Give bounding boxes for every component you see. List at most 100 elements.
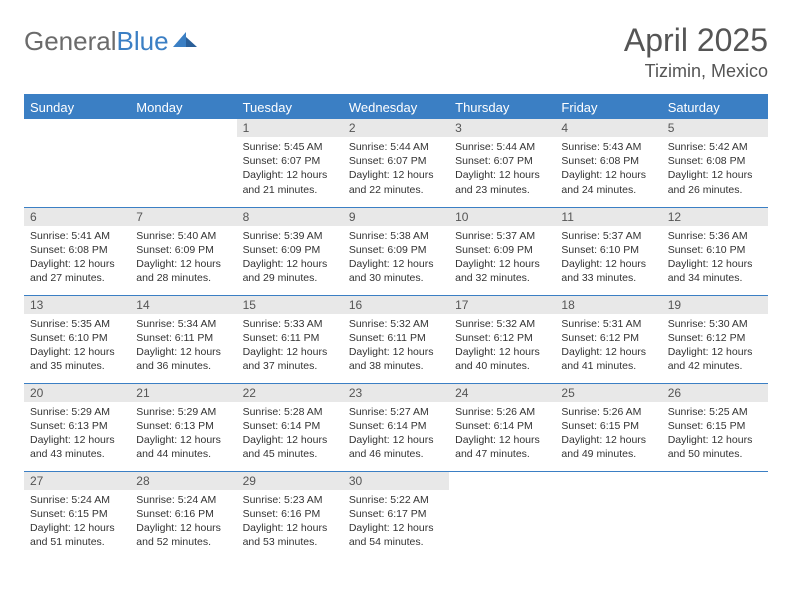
day-details: Sunrise: 5:32 AMSunset: 6:11 PMDaylight:… (343, 314, 449, 377)
daylight-line: Daylight: 12 hours and 53 minutes. (243, 521, 337, 549)
day-number: 17 (449, 296, 555, 314)
sunset-line: Sunset: 6:08 PM (30, 243, 124, 257)
day-number: 26 (662, 384, 768, 402)
calendar-day-cell: 3Sunrise: 5:44 AMSunset: 6:07 PMDaylight… (449, 119, 555, 207)
daylight-line: Daylight: 12 hours and 32 minutes. (455, 257, 549, 285)
day-number: 5 (662, 119, 768, 137)
day-details: Sunrise: 5:28 AMSunset: 6:14 PMDaylight:… (237, 402, 343, 465)
weekday-header: Thursday (449, 95, 555, 119)
day-details: Sunrise: 5:35 AMSunset: 6:10 PMDaylight:… (24, 314, 130, 377)
sunrise-line: Sunrise: 5:39 AM (243, 229, 337, 243)
day-number: 16 (343, 296, 449, 314)
calendar-day-cell (662, 471, 768, 559)
day-number: 22 (237, 384, 343, 402)
sunset-line: Sunset: 6:12 PM (455, 331, 549, 345)
day-details: Sunrise: 5:27 AMSunset: 6:14 PMDaylight:… (343, 402, 449, 465)
sunset-line: Sunset: 6:09 PM (455, 243, 549, 257)
day-details: Sunrise: 5:44 AMSunset: 6:07 PMDaylight:… (343, 137, 449, 200)
logo: GeneralBlue (24, 26, 199, 57)
calendar-day-cell: 17Sunrise: 5:32 AMSunset: 6:12 PMDayligh… (449, 295, 555, 383)
day-number: 8 (237, 208, 343, 226)
calendar-day-cell: 29Sunrise: 5:23 AMSunset: 6:16 PMDayligh… (237, 471, 343, 559)
day-number: 29 (237, 472, 343, 490)
calendar-day-cell: 26Sunrise: 5:25 AMSunset: 6:15 PMDayligh… (662, 383, 768, 471)
sunrise-line: Sunrise: 5:40 AM (136, 229, 230, 243)
day-number: 10 (449, 208, 555, 226)
calendar-day-cell: 27Sunrise: 5:24 AMSunset: 6:15 PMDayligh… (24, 471, 130, 559)
day-number: 9 (343, 208, 449, 226)
sunset-line: Sunset: 6:08 PM (561, 154, 655, 168)
sunrise-line: Sunrise: 5:41 AM (30, 229, 124, 243)
day-details: Sunrise: 5:33 AMSunset: 6:11 PMDaylight:… (237, 314, 343, 377)
calendar-week-row: 13Sunrise: 5:35 AMSunset: 6:10 PMDayligh… (24, 295, 768, 383)
sunrise-line: Sunrise: 5:24 AM (30, 493, 124, 507)
sunrise-line: Sunrise: 5:29 AM (136, 405, 230, 419)
day-details: Sunrise: 5:39 AMSunset: 6:09 PMDaylight:… (237, 226, 343, 289)
daylight-line: Daylight: 12 hours and 47 minutes. (455, 433, 549, 461)
day-number: 7 (130, 208, 236, 226)
sunset-line: Sunset: 6:14 PM (243, 419, 337, 433)
day-details: Sunrise: 5:24 AMSunset: 6:15 PMDaylight:… (24, 490, 130, 553)
calendar-day-cell: 4Sunrise: 5:43 AMSunset: 6:08 PMDaylight… (555, 119, 661, 207)
sunset-line: Sunset: 6:10 PM (668, 243, 762, 257)
calendar-day-cell: 25Sunrise: 5:26 AMSunset: 6:15 PMDayligh… (555, 383, 661, 471)
day-number: 18 (555, 296, 661, 314)
daylight-line: Daylight: 12 hours and 36 minutes. (136, 345, 230, 373)
calendar-day-cell (555, 471, 661, 559)
day-details: Sunrise: 5:36 AMSunset: 6:10 PMDaylight:… (662, 226, 768, 289)
sunset-line: Sunset: 6:07 PM (455, 154, 549, 168)
day-details: Sunrise: 5:26 AMSunset: 6:15 PMDaylight:… (555, 402, 661, 465)
sunset-line: Sunset: 6:14 PM (455, 419, 549, 433)
logo-text-gray: General (24, 26, 117, 56)
sunset-line: Sunset: 6:15 PM (30, 507, 124, 521)
location: Tizimin, Mexico (624, 61, 768, 82)
day-number: 27 (24, 472, 130, 490)
day-number: 30 (343, 472, 449, 490)
sunrise-line: Sunrise: 5:44 AM (349, 140, 443, 154)
sunrise-line: Sunrise: 5:45 AM (243, 140, 337, 154)
daylight-line: Daylight: 12 hours and 45 minutes. (243, 433, 337, 461)
day-number: 11 (555, 208, 661, 226)
daylight-line: Daylight: 12 hours and 42 minutes. (668, 345, 762, 373)
calendar-day-cell: 18Sunrise: 5:31 AMSunset: 6:12 PMDayligh… (555, 295, 661, 383)
calendar-day-cell: 2Sunrise: 5:44 AMSunset: 6:07 PMDaylight… (343, 119, 449, 207)
weekday-header: Friday (555, 95, 661, 119)
daylight-line: Daylight: 12 hours and 21 minutes. (243, 168, 337, 196)
sunrise-line: Sunrise: 5:27 AM (349, 405, 443, 419)
sunrise-line: Sunrise: 5:23 AM (243, 493, 337, 507)
daylight-line: Daylight: 12 hours and 34 minutes. (668, 257, 762, 285)
calendar-day-cell: 5Sunrise: 5:42 AMSunset: 6:08 PMDaylight… (662, 119, 768, 207)
day-details: Sunrise: 5:43 AMSunset: 6:08 PMDaylight:… (555, 137, 661, 200)
sunset-line: Sunset: 6:09 PM (243, 243, 337, 257)
day-details: Sunrise: 5:38 AMSunset: 6:09 PMDaylight:… (343, 226, 449, 289)
sunrise-line: Sunrise: 5:38 AM (349, 229, 443, 243)
page-header: GeneralBlue April 2025 Tizimin, Mexico (24, 22, 768, 82)
day-number: 4 (555, 119, 661, 137)
calendar-day-cell: 24 Sunrise: 5:26 AMSunset: 6:14 PMDayligh… (449, 383, 555, 471)
day-number: 13 (24, 296, 130, 314)
day-number: 12 (662, 208, 768, 226)
day-number: 23 (343, 384, 449, 402)
calendar-week-row: 1Sunrise: 5:45 AMSunset: 6:07 PMDaylight… (24, 119, 768, 207)
sunrise-line: Sunrise: 5:35 AM (30, 317, 124, 331)
weekday-header: Sunday (24, 95, 130, 119)
daylight-line: Daylight: 12 hours and 30 minutes. (349, 257, 443, 285)
sunset-line: Sunset: 6:11 PM (243, 331, 337, 345)
daylight-line: Daylight: 12 hours and 51 minutes. (30, 521, 124, 549)
day-details: Sunrise: 5:23 AMSunset: 6:16 PMDaylight:… (237, 490, 343, 553)
sunrise-line: Sunrise: 5:32 AM (349, 317, 443, 331)
sunset-line: Sunset: 6:13 PM (136, 419, 230, 433)
sunrise-line: Sunrise: 5:34 AM (136, 317, 230, 331)
logo-text: GeneralBlue (24, 26, 169, 57)
sunrise-line: Sunrise: 5:28 AM (243, 405, 337, 419)
day-details: Sunrise: 5:32 AMSunset: 6:12 PMDaylight:… (449, 314, 555, 377)
daylight-line: Daylight: 12 hours and 37 minutes. (243, 345, 337, 373)
sunrise-line: Sunrise: 5:26 AM (455, 405, 549, 419)
calendar-day-cell: 14Sunrise: 5:34 AMSunset: 6:11 PMDayligh… (130, 295, 236, 383)
sunset-line: Sunset: 6:09 PM (349, 243, 443, 257)
daylight-line: Daylight: 12 hours and 52 minutes. (136, 521, 230, 549)
sunrise-line: Sunrise: 5:42 AM (668, 140, 762, 154)
sunset-line: Sunset: 6:08 PM (668, 154, 762, 168)
day-number: 24 (449, 384, 555, 402)
calendar-day-cell: 16Sunrise: 5:32 AMSunset: 6:11 PMDayligh… (343, 295, 449, 383)
